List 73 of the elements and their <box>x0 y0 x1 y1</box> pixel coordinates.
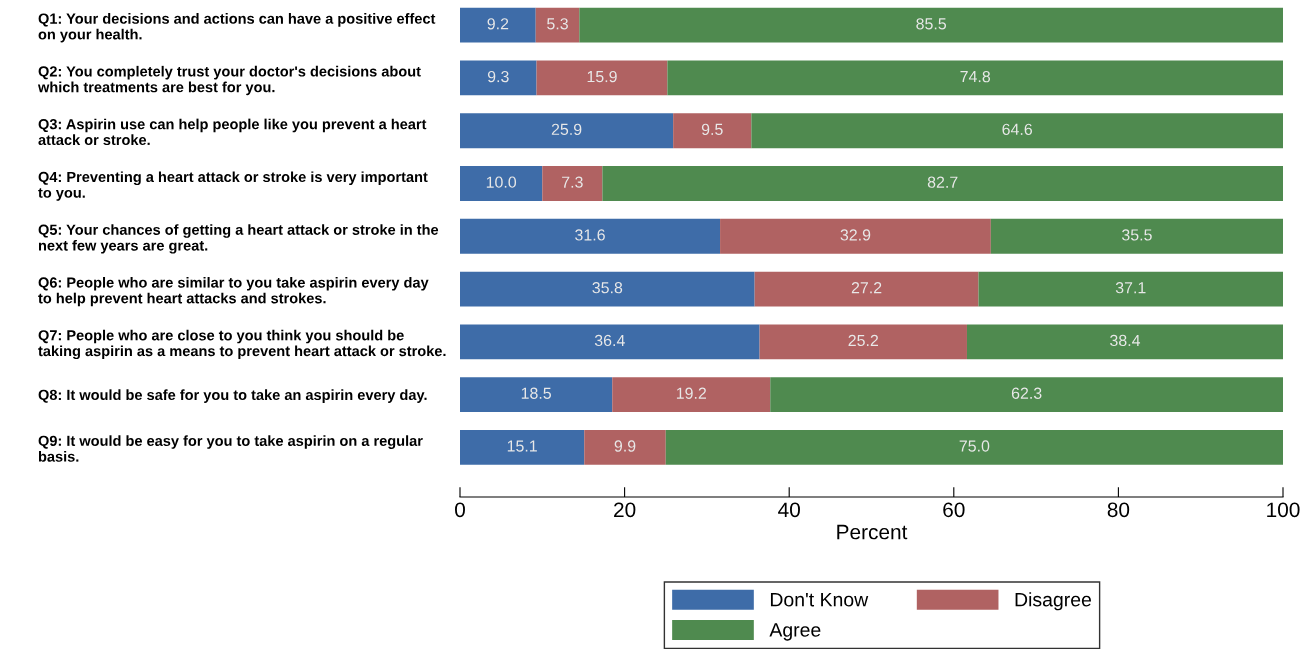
data-label: 74.8 <box>960 70 991 83</box>
data-label: 9.5 <box>701 123 723 136</box>
bar <box>754 271 979 307</box>
bar <box>536 60 668 96</box>
x-tick-label: 100 <box>1267 502 1300 518</box>
data-label: 15.9 <box>587 70 617 83</box>
data-label: 62.3 <box>1011 387 1042 399</box>
data-label: 15.1 <box>507 440 537 452</box>
data-label: 75.0 <box>959 440 990 452</box>
x-tick-label: 40 <box>778 502 800 518</box>
data-label: 27.2 <box>851 282 882 294</box>
bar <box>460 377 613 413</box>
bar <box>966 324 1283 360</box>
bar <box>460 113 674 149</box>
y-tick-label: Q1: Your decisions and actions can have a positive effect on your health. <box>38 13 436 43</box>
data-label: 25.2 <box>848 334 879 347</box>
bar <box>673 113 752 149</box>
data-label: 35.5 <box>1121 229 1152 241</box>
data-label: 5.3 <box>547 18 568 30</box>
bar <box>720 218 991 254</box>
data-label: 10.0 <box>486 176 517 188</box>
legend-label: Disagree <box>1015 592 1091 611</box>
bar <box>978 271 1283 307</box>
bar <box>460 324 760 360</box>
bar <box>535 7 580 43</box>
bar <box>612 377 771 413</box>
data-label: 31.6 <box>575 229 605 241</box>
x-tick-label: 0 <box>455 502 465 518</box>
bar <box>759 324 967 360</box>
y-tick-label: Q6: People who are similar to you take aspirin every day to help prevent heart attacks and strokes. <box>38 276 429 307</box>
data-label: 37.1 <box>1115 282 1146 294</box>
bar <box>542 166 603 201</box>
data-label: 36.4 <box>594 334 625 347</box>
data-label: 9.3 <box>487 70 509 83</box>
data-label: 35.8 <box>592 282 623 294</box>
data-label: 9.2 <box>487 18 509 30</box>
y-tick-label: Q2: You completely trust your doctor's decisions about which treatments are best for you. <box>37 65 421 96</box>
bar <box>460 271 755 307</box>
data-label: 82.7 <box>927 176 958 188</box>
y-tick-label: Q7: People who are close to you think you should be taking aspirin as a means to prevent heart attack or stroke. <box>38 329 446 360</box>
data-label: 38.4 <box>1110 334 1141 347</box>
data-label: 9.9 <box>614 440 636 452</box>
y-tick-label: Q5: Your chances of getting a heart attack or stroke in the next few years are great. <box>38 224 439 254</box>
y-tick-label: Q3: Aspirin use can help people like you prevent a heart attack or stroke. <box>38 118 427 146</box>
data-label: 85.5 <box>916 18 947 30</box>
data-label: 64.6 <box>1002 123 1033 136</box>
bar <box>460 7 536 43</box>
y-tick-label: Q8: It would be safe for you to take an aspirin every day. <box>38 389 427 403</box>
bar <box>460 218 721 254</box>
x-tick-label: 20 <box>614 502 636 518</box>
bar <box>602 166 1283 201</box>
bar <box>667 60 1283 96</box>
x-tick-label: 60 <box>943 502 965 518</box>
data-label: 19.2 <box>676 387 707 399</box>
data-label: 7.3 <box>562 176 583 188</box>
bar <box>751 113 1283 149</box>
bar <box>460 429 585 465</box>
data-label: 18.5 <box>521 387 551 399</box>
x-tick-label: 80 <box>1107 502 1130 518</box>
data-label: 32.9 <box>840 229 871 241</box>
legend-label: Don't Know <box>770 592 869 607</box>
data-label: 25.9 <box>551 123 582 136</box>
bar <box>460 166 543 201</box>
x-axis-title: Percent <box>837 524 908 540</box>
bar <box>584 429 666 465</box>
bar <box>770 377 1283 413</box>
y-tick-label: Q4: Preventing a heart attack or stroke is very important to you. <box>38 171 428 201</box>
bar <box>579 7 1283 43</box>
bar <box>460 60 537 96</box>
y-tick-label: Q9: It would be easy for you to take aspirin on a regular basis. <box>38 435 423 462</box>
legend-label: Agree <box>769 623 821 641</box>
bar <box>665 429 1283 465</box>
bar <box>990 218 1283 254</box>
